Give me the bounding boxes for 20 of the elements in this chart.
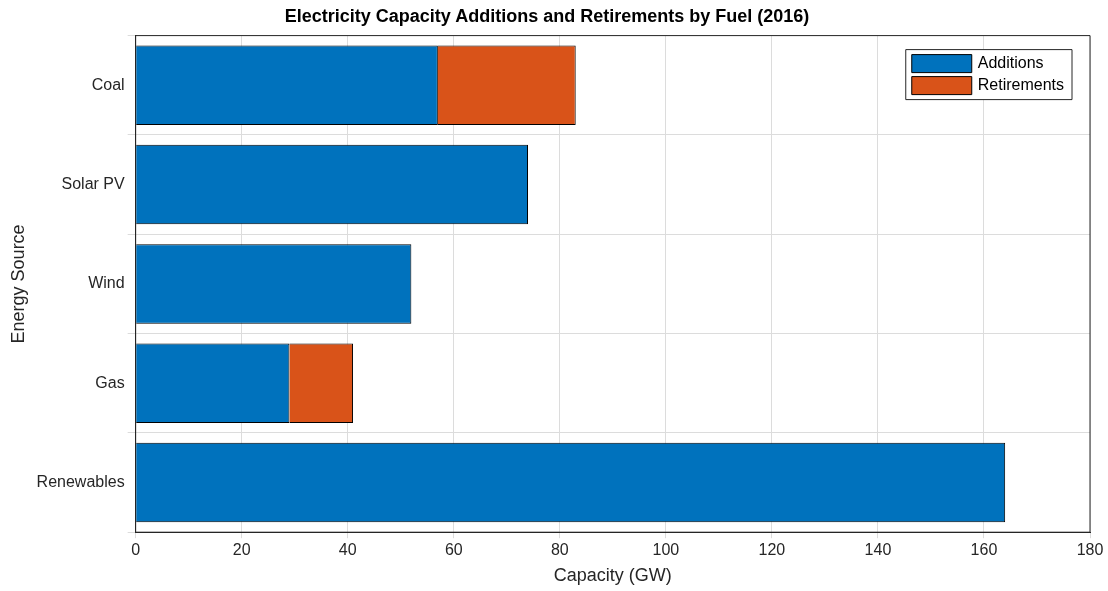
- x-tick-label: 120: [758, 541, 786, 559]
- x-tick-label: 60: [444, 541, 463, 559]
- chart-title: Electricity Capacity Additions and Retirements by Fuel (2016): [284, 5, 810, 26]
- x-tick-label: 140: [864, 541, 892, 559]
- y-tick-label: Wind: [88, 274, 125, 292]
- x-tick-label: 20: [232, 541, 251, 559]
- x-tick-label: 80: [550, 541, 569, 559]
- y-tick-label: Gas: [95, 373, 125, 391]
- x-axis-title: Capacity (GW): [553, 565, 672, 586]
- legend-label: Additions: [977, 54, 1044, 72]
- y-tick-label: Coal: [91, 75, 125, 93]
- y-axis-title: Energy Source: [7, 224, 28, 344]
- y-tick-label: Solar PV: [61, 174, 125, 192]
- y-tick-label: Renewables: [36, 472, 125, 490]
- legend-label: Retirements: [977, 76, 1064, 94]
- x-tick-label: 160: [970, 541, 998, 559]
- x-tick-label: 40: [338, 541, 357, 559]
- x-tick-label: 0: [131, 541, 141, 559]
- x-tick-label: 100: [652, 541, 680, 559]
- x-tick-label: 180: [1076, 541, 1104, 559]
